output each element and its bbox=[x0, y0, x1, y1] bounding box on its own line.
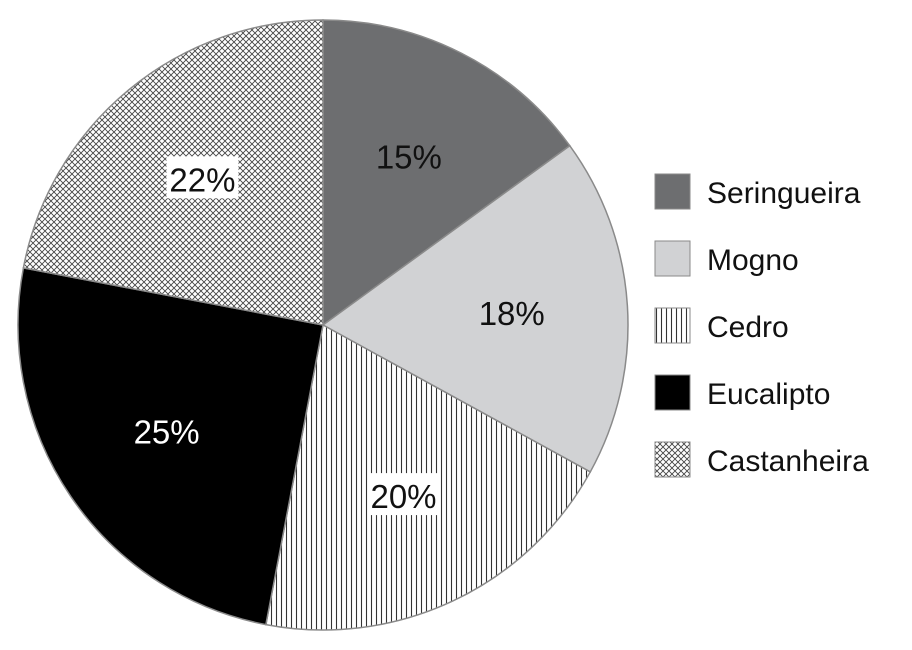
value-label-castanheira: 22% bbox=[169, 161, 235, 198]
legend-swatch-mogno bbox=[654, 240, 691, 277]
slice-eucalipto bbox=[17, 266, 324, 626]
legend-swatch-cedro bbox=[654, 307, 691, 344]
legend-label-mogno: Mogno bbox=[707, 244, 799, 277]
legend-label-cedro: Cedro bbox=[707, 311, 789, 344]
legend-label-seringueira: Seringueira bbox=[707, 177, 861, 210]
legend-label-eucalipto: Eucalipto bbox=[707, 378, 830, 411]
value-label-mogno: 18% bbox=[479, 295, 545, 332]
pie-value-labels: 15% 18% 20% 25% 22% bbox=[134, 139, 545, 516]
value-label-bg-cedro bbox=[367, 473, 440, 516]
value-label-cedro: 20% bbox=[370, 478, 436, 515]
legend-swatch-castanheira bbox=[654, 441, 691, 478]
legend-label-castanheira: Castanheira bbox=[707, 445, 869, 478]
legend-swatch-seringueira bbox=[654, 173, 691, 210]
legend: Seringueira Mogno Cedro Eucalipto Castanheir… bbox=[654, 173, 869, 478]
legend-swatch-eucalipto bbox=[654, 374, 691, 411]
value-label-seringueira: 15% bbox=[376, 139, 442, 176]
slice-seringueira bbox=[322, 19, 571, 327]
value-label-bg-castanheira bbox=[166, 156, 239, 199]
value-label-eucalipto: 25% bbox=[134, 413, 200, 450]
slice-mogno bbox=[321, 144, 629, 473]
